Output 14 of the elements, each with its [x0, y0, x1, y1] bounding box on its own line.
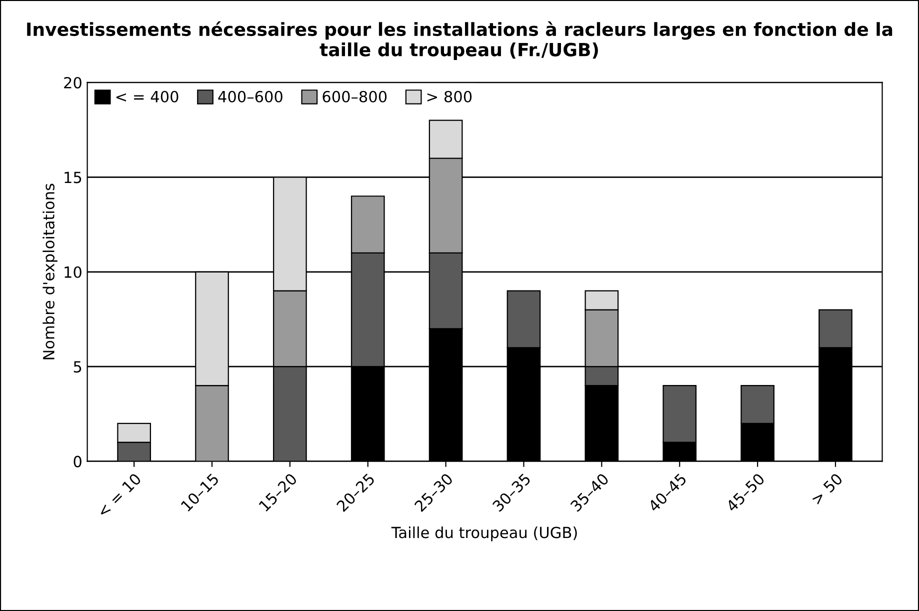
legend-label: 600–800: [322, 90, 387, 102]
y-axis-title: Nombre d'exploitations: [42, 184, 58, 360]
legend-label: < = 400: [116, 90, 178, 102]
legend-label: 400–600: [218, 90, 282, 102]
y-tick-label: 20: [64, 76, 82, 89]
y-tick-label: 10: [64, 266, 82, 278]
x-axis-title: Taille du troupeau (UGB): [391, 526, 577, 542]
x-tick-label: < = 10: [96, 472, 142, 518]
y-tick-label: 5: [74, 361, 82, 373]
legend-label: > 800: [427, 90, 472, 102]
y-tick-label: 0: [74, 456, 82, 468]
x-tick-label: > 50: [810, 472, 844, 506]
y-tick-label: 15: [64, 172, 82, 184]
chart-title: Investissements nécessaires pour les installations à racleurs larges en fonction de la taille du troupeau (Fr./UGB): [27, 21, 892, 60]
